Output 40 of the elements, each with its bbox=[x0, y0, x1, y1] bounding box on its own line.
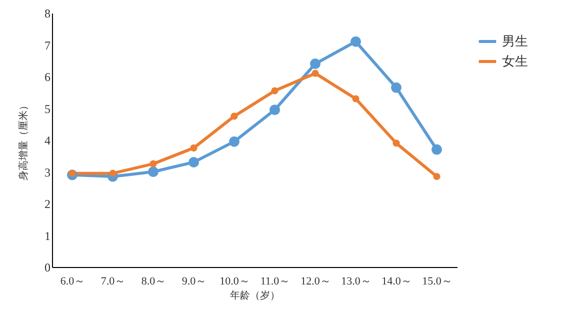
y-tick-label: 5 bbox=[44, 102, 50, 116]
x-tick-label: 8.0～ bbox=[141, 276, 166, 288]
point bbox=[229, 136, 240, 147]
y-tick-label: 7 bbox=[44, 38, 50, 52]
y-tick-label: 8 bbox=[44, 6, 50, 20]
y-tick-label: 3 bbox=[44, 165, 50, 180]
point bbox=[190, 144, 198, 152]
legend-label: 女生 bbox=[502, 54, 528, 70]
x-tick-label: 9.0～ bbox=[182, 276, 207, 288]
y-axis-title: 身高增量（厘米） bbox=[18, 100, 30, 180]
x-tick-label: 12.0～ bbox=[300, 276, 331, 288]
point bbox=[392, 140, 400, 147]
point bbox=[352, 95, 360, 102]
point bbox=[188, 156, 199, 168]
x-tick-label: 15.0～ bbox=[422, 276, 452, 288]
point bbox=[433, 172, 440, 180]
point bbox=[148, 166, 158, 177]
x-axis-title: 年龄（岁） bbox=[230, 290, 280, 302]
y-tick-label: 6 bbox=[44, 70, 50, 84]
point bbox=[391, 82, 402, 93]
point bbox=[230, 112, 238, 120]
y-tick-label: 1 bbox=[44, 228, 50, 243]
x-tick-label: 10.0～ bbox=[220, 276, 250, 288]
point bbox=[109, 170, 116, 177]
y-tick-label: 4 bbox=[44, 134, 50, 148]
x-tick-label: 11.0～ bbox=[260, 276, 290, 288]
point bbox=[432, 144, 442, 155]
point bbox=[270, 104, 280, 116]
point bbox=[271, 87, 278, 94]
x-tick-label: 7.0～ bbox=[100, 276, 126, 288]
point bbox=[310, 58, 320, 70]
x-tick-label: 14.0～ bbox=[382, 276, 412, 288]
y-tick-label: 0 bbox=[44, 260, 50, 274]
y-tick-label: 2 bbox=[44, 197, 50, 211]
legend-label: 男生 bbox=[502, 34, 528, 50]
x-tick-label: 6.0～ bbox=[60, 276, 86, 288]
point bbox=[312, 70, 319, 77]
point bbox=[350, 36, 361, 47]
x-tick-label: 13.0～ bbox=[341, 276, 372, 288]
point bbox=[150, 160, 157, 168]
